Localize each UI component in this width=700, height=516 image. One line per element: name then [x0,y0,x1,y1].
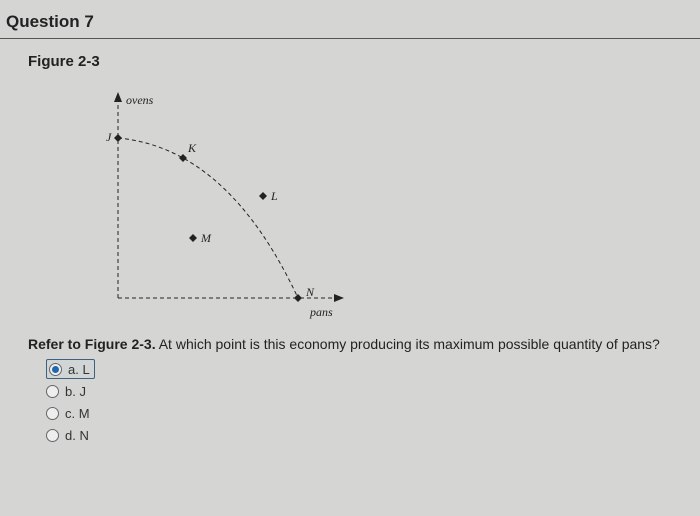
svg-text:M: M [200,231,212,245]
question-header: Question 7 [0,0,700,39]
svg-text:K: K [187,141,197,155]
prompt-bold: Refer to Figure 2-3. [28,336,156,352]
svg-text:ovens: ovens [126,93,154,107]
figure-title: Figure 2-3 [28,53,672,70]
option-label-b: b. J [65,384,86,399]
option-d[interactable]: d. N [46,424,672,446]
option-label-a: a. L [68,362,90,377]
radio-d[interactable] [46,429,59,442]
question-number: Question 7 [6,12,94,31]
option-label-c: c. M [65,406,90,421]
prompt-text: At which point is this economy producing… [156,336,660,352]
option-label-d: d. N [65,428,89,443]
svg-text:pans: pans [309,305,333,319]
svg-text:N: N [305,285,315,299]
question-prompt: Refer to Figure 2-3. At which point is t… [28,336,672,352]
question-content: Figure 2-3 ovens pans J K L M N Refer to Figur… [0,39,700,446]
option-c[interactable]: c. M [46,402,672,424]
ppf-chart: ovens pans J K L M N [88,78,348,328]
svg-text:J: J [106,130,112,144]
selected-highlight: a. L [46,359,95,379]
radio-a[interactable] [49,363,62,376]
radio-c[interactable] [46,407,59,420]
option-b[interactable]: b. J [46,380,672,402]
chart-svg: ovens pans J K L M N [88,78,348,328]
radio-b[interactable] [46,385,59,398]
option-a[interactable]: a. L [46,358,672,380]
answer-options: a. L b. J c. M d. N [46,358,672,446]
svg-text:L: L [270,189,278,203]
